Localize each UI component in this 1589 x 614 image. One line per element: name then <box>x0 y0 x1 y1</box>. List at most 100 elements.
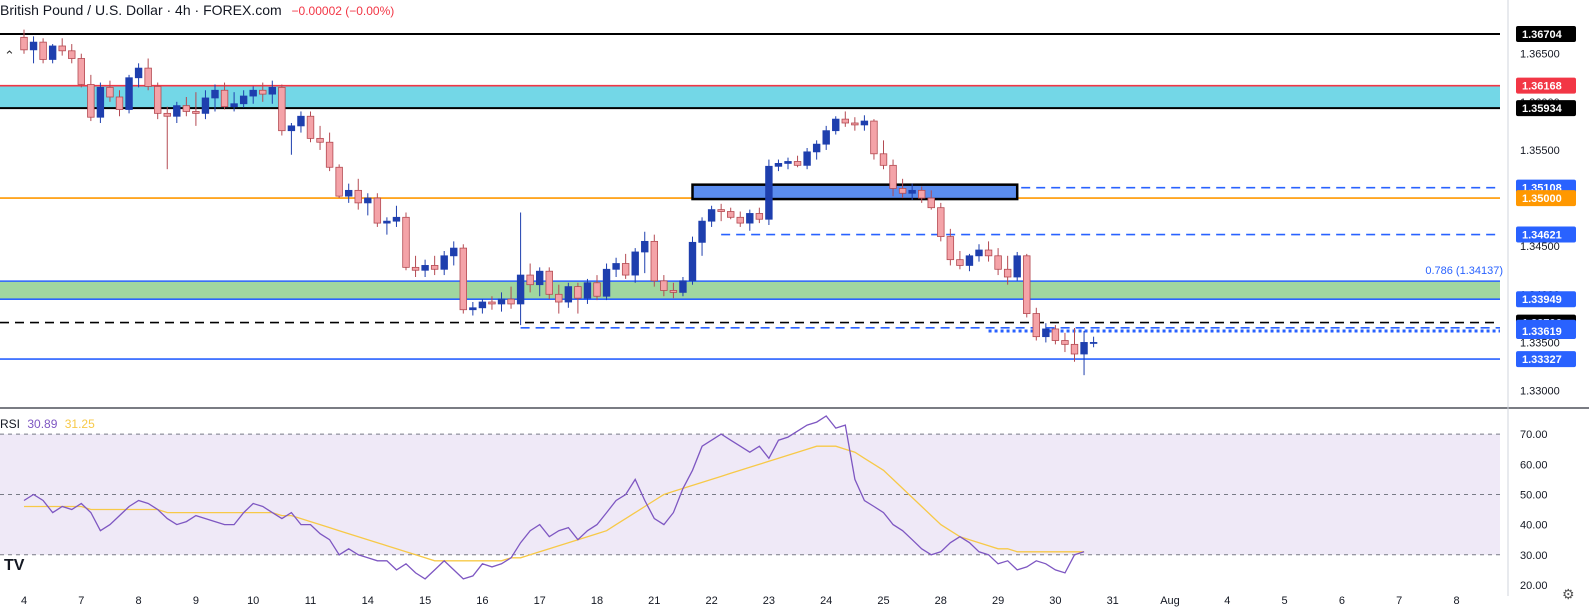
candle-body <box>994 255 1002 270</box>
price-badge-label: 1.33619 <box>1522 326 1562 338</box>
rsi-line <box>23 415 1085 580</box>
candle-body <box>621 263 630 276</box>
candle-body <box>383 220 391 224</box>
x-tick-label: 24 <box>820 595 832 607</box>
candle-body <box>1070 343 1079 355</box>
rsi-tick-label: 60.00 <box>1520 459 1548 471</box>
candle-body <box>354 189 362 204</box>
candle-body <box>115 96 124 110</box>
candle-body <box>851 122 859 126</box>
chart-header: British Pound / U.S. Dollar · 4h · FOREX… <box>0 2 394 18</box>
candle-body <box>29 41 38 51</box>
price-badge <box>1516 322 1576 339</box>
price-tick-label: 1.35500 <box>1520 145 1560 157</box>
x-tick-label: 9 <box>193 595 199 607</box>
x-tick-label: 5 <box>1282 595 1288 607</box>
candle-body <box>201 97 210 114</box>
candle-body <box>965 255 974 266</box>
candle-body <box>392 216 401 222</box>
x-tick-label: 8 <box>136 595 142 607</box>
candle-body <box>421 265 429 271</box>
candle-body <box>984 249 993 257</box>
candle-body <box>545 270 553 295</box>
candle-body <box>918 189 926 199</box>
candle-body <box>765 165 773 220</box>
x-tick-label: 30 <box>1049 595 1061 607</box>
candle-body <box>297 115 305 127</box>
candle-body <box>125 77 133 110</box>
candle-body <box>822 130 830 145</box>
tradingview-logo[interactable]: TV <box>4 557 25 574</box>
price-pane: 0.786 (1.34137) <box>0 29 1503 376</box>
candle-body <box>134 67 143 79</box>
price-badge-label: 1.36704 <box>1522 29 1563 41</box>
x-tick-label: 17 <box>534 595 546 607</box>
symbol-title[interactable]: British Pound / U.S. Dollar · 4h · FOREX… <box>0 2 282 18</box>
x-tick-label: 10 <box>247 595 259 607</box>
candle-body <box>946 236 955 261</box>
candle-body <box>688 241 697 282</box>
candle-body <box>1080 342 1088 355</box>
candle-body <box>287 125 296 132</box>
candle-body <box>48 45 57 60</box>
candle-body <box>402 216 410 268</box>
rsi-label[interactable]: RSI <box>0 417 21 431</box>
price-badge-label: 1.33327 <box>1522 354 1562 366</box>
candle-body <box>440 255 448 270</box>
candle-body <box>77 58 85 85</box>
candle-body <box>717 209 725 212</box>
candle-body <box>173 105 181 117</box>
collapse-icon[interactable]: ⌃ <box>4 48 15 63</box>
rsi-tick-label: 70.00 <box>1520 429 1548 441</box>
rsi-tick-label: 20.00 <box>1520 580 1548 592</box>
candle-body <box>335 166 343 197</box>
candle-body <box>220 89 229 108</box>
rsi-ma-line <box>24 445 1085 562</box>
candle-body <box>1023 255 1031 314</box>
rsi-pane <box>0 415 1500 580</box>
candle-body <box>937 207 945 237</box>
x-tick-label: 4 <box>21 595 27 607</box>
x-tick-label: 8 <box>1453 595 1459 607</box>
candle-body <box>469 307 477 311</box>
candle-body <box>564 286 573 303</box>
x-tick-label: 21 <box>648 595 660 607</box>
x-tick-label: 4 <box>1224 595 1230 607</box>
candle-body <box>106 86 114 98</box>
candle-body <box>430 265 439 270</box>
x-tick-label: 15 <box>419 595 431 607</box>
price-badge-label: 1.35000 <box>1522 193 1562 205</box>
candle-body <box>68 50 76 59</box>
candle-body <box>96 86 105 118</box>
candle-body <box>927 197 935 209</box>
candle-body <box>1003 268 1012 278</box>
candle-body <box>1089 342 1098 344</box>
x-tick-label: 11 <box>305 595 316 607</box>
candle-body <box>574 286 582 299</box>
candle-body <box>344 189 353 197</box>
candle-body <box>268 86 276 95</box>
candle-body <box>841 118 849 124</box>
candle-body <box>650 240 658 282</box>
x-tick-label: 7 <box>78 595 84 607</box>
candle-body <box>879 153 888 166</box>
candle-body <box>583 282 592 299</box>
candle-body <box>803 151 811 166</box>
candle-body <box>602 268 611 297</box>
price-change: −0.00002 (−0.00%) <box>291 4 395 18</box>
candle-body <box>889 164 897 189</box>
candle-body <box>325 141 334 168</box>
candle-body <box>488 301 496 305</box>
candle-body <box>259 89 267 95</box>
candle-body <box>373 197 382 224</box>
candle-body <box>306 115 315 139</box>
candle-body <box>832 118 840 132</box>
settings-gear-icon[interactable]: ⚙ <box>1562 586 1575 602</box>
x-tick-label: 28 <box>935 595 947 607</box>
candle-body <box>956 259 964 266</box>
candle-body <box>192 111 200 114</box>
price-badge <box>1516 100 1576 117</box>
candle-body <box>898 188 907 194</box>
